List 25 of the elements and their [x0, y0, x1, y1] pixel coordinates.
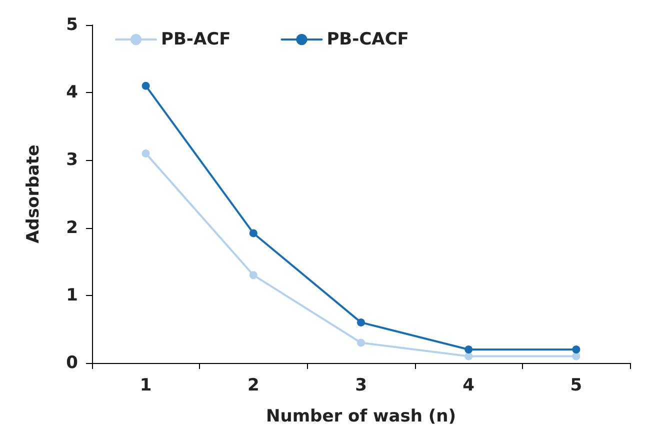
- point: [249, 229, 258, 238]
- legend-label: PB-CACF: [326, 30, 409, 50]
- x-tick-label: 5: [570, 376, 582, 396]
- y-tick-label: 4: [66, 82, 78, 103]
- point: [142, 149, 150, 158]
- point: [572, 345, 580, 354]
- y-tick-label: 1: [66, 285, 78, 306]
- point: [357, 338, 365, 347]
- point: [464, 352, 473, 360]
- y-tick-label: 5: [66, 15, 78, 35]
- point: [572, 352, 580, 360]
- x-tick-label: 2: [247, 376, 260, 396]
- x-tick-label: 4: [462, 376, 475, 396]
- y-tick-label: 3: [66, 150, 78, 170]
- x-axis-title: Number of wash (n): [266, 406, 456, 426]
- legend-label: PB-ACF: [161, 30, 231, 50]
- point: [357, 318, 365, 326]
- x-tick-label: 1: [140, 376, 152, 396]
- point: [464, 345, 473, 354]
- point: [249, 271, 258, 280]
- y-axis-title: Adsorbate: [24, 144, 44, 244]
- y-tick-label: 0: [66, 353, 78, 373]
- y-tick-label: 2: [66, 218, 78, 238]
- x-tick-label: 3: [355, 376, 367, 396]
- point: [142, 82, 150, 90]
